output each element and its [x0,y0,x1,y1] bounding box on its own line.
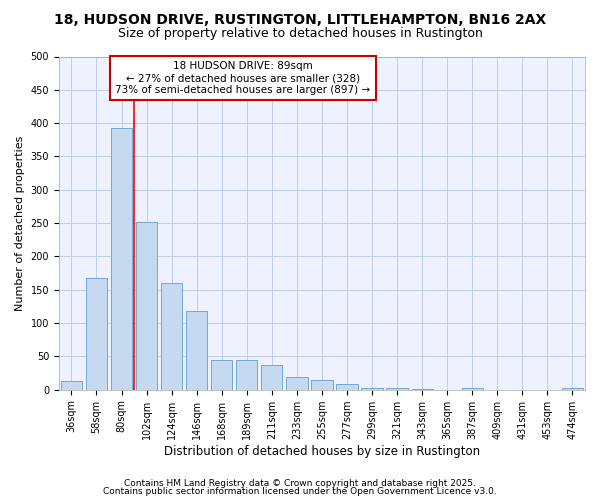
X-axis label: Distribution of detached houses by size in Rustington: Distribution of detached houses by size … [164,444,480,458]
Text: 18, HUDSON DRIVE, RUSTINGTON, LITTLEHAMPTON, BN16 2AX: 18, HUDSON DRIVE, RUSTINGTON, LITTLEHAMP… [54,12,546,26]
Bar [386,388,408,390]
Bar [311,380,332,390]
Bar [136,222,157,390]
Bar [337,384,358,390]
Bar [86,278,107,390]
Bar [286,377,308,390]
Text: 18 HUDSON DRIVE: 89sqm
← 27% of detached houses are smaller (328)
73% of semi-de: 18 HUDSON DRIVE: 89sqm ← 27% of detached… [115,62,371,94]
Bar [211,360,232,390]
Bar [111,128,132,390]
Bar [186,311,208,390]
Y-axis label: Number of detached properties: Number of detached properties [15,136,25,311]
Bar [261,365,283,390]
Bar [361,388,383,390]
Bar [236,360,257,390]
Bar [562,388,583,390]
Text: Contains HM Land Registry data © Crown copyright and database right 2025.: Contains HM Land Registry data © Crown c… [124,478,476,488]
Bar [61,381,82,390]
Bar [412,389,433,390]
Text: Contains public sector information licensed under the Open Government Licence v3: Contains public sector information licen… [103,487,497,496]
Bar [161,283,182,390]
Text: Size of property relative to detached houses in Rustington: Size of property relative to detached ho… [118,28,482,40]
Bar [461,388,483,390]
